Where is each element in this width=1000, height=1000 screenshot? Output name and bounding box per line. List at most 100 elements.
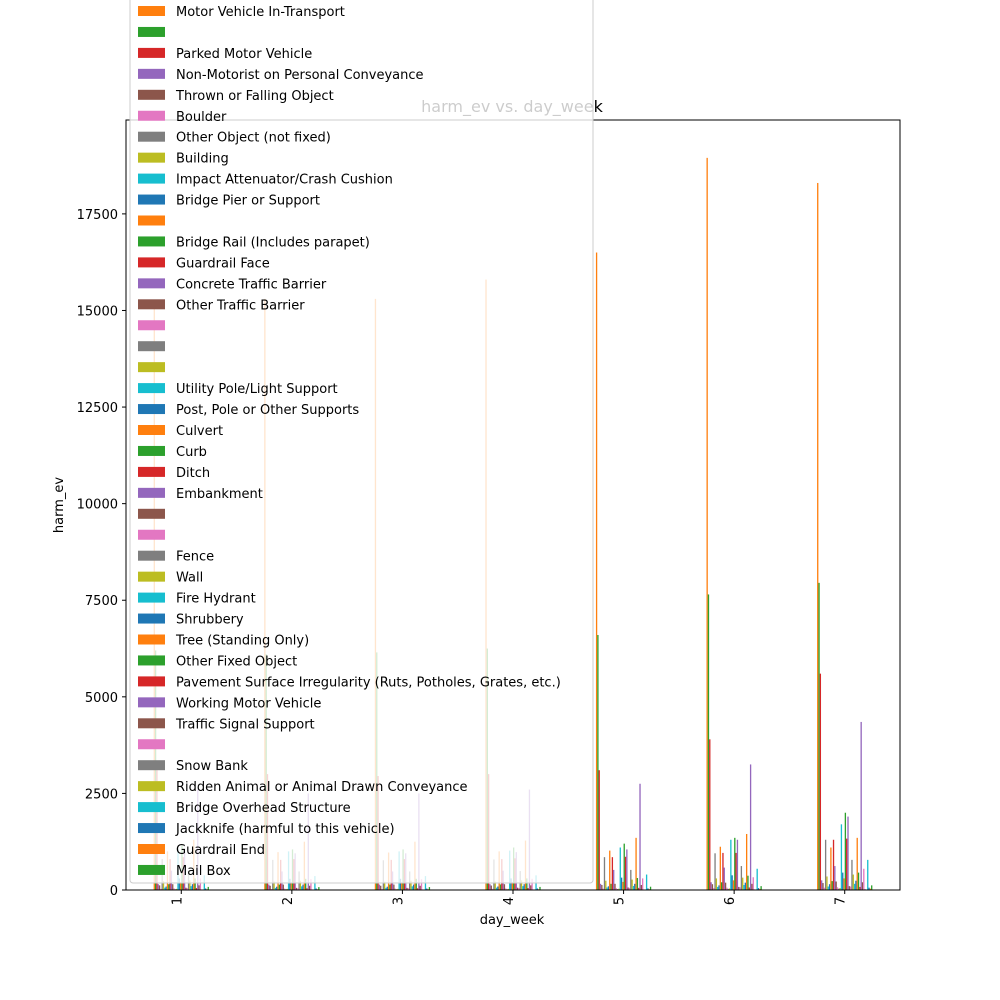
- bar: [619, 847, 621, 890]
- bar: [308, 885, 311, 890]
- bar: [199, 878, 202, 890]
- legend-swatch: [138, 425, 165, 435]
- bar: [869, 888, 872, 890]
- legend-label: Jackknife (harmful to this vehicle): [175, 822, 395, 837]
- bar: [410, 880, 412, 890]
- bar: [724, 882, 727, 890]
- bar: [518, 888, 520, 890]
- bar: [489, 884, 491, 890]
- legend-label: Bridge Pier or Support: [176, 194, 320, 209]
- bar: [715, 878, 718, 890]
- bar: [628, 887, 631, 890]
- bar: [706, 157, 708, 890]
- bar: [318, 887, 320, 890]
- y-tick-label: 7500: [85, 594, 118, 609]
- bar: [380, 885, 382, 890]
- bar: [727, 888, 729, 890]
- bar: [306, 888, 308, 890]
- bar: [642, 878, 644, 890]
- bar: [384, 881, 386, 890]
- legend-label: Guardrail End: [176, 843, 265, 858]
- bar: [824, 839, 827, 890]
- bar: [494, 881, 496, 890]
- bar: [871, 885, 873, 890]
- bar: [752, 877, 754, 890]
- legend-swatch: [138, 529, 165, 540]
- bar: [856, 837, 858, 890]
- bar: [609, 850, 611, 890]
- bar: [164, 887, 166, 890]
- bar: [415, 878, 417, 890]
- bar: [601, 884, 603, 890]
- bar: [836, 887, 839, 890]
- bar: [178, 878, 180, 890]
- bar: [618, 888, 620, 890]
- legend-label: Other Fixed Object: [176, 654, 297, 669]
- legend-swatch: [138, 26, 165, 37]
- legend-swatch: [138, 445, 165, 456]
- bar: [606, 887, 608, 890]
- legend-label: Working Motor Vehicle: [176, 696, 321, 711]
- bar: [406, 887, 408, 890]
- bar: [160, 888, 162, 890]
- bar: [623, 843, 625, 890]
- bar: [522, 886, 524, 890]
- bar: [718, 885, 720, 890]
- bar: [859, 886, 861, 890]
- bar: [419, 885, 421, 890]
- bar: [283, 888, 286, 890]
- bar: [844, 812, 847, 890]
- bar: [848, 886, 850, 890]
- legend-swatch: [138, 739, 165, 750]
- bar: [713, 888, 715, 890]
- bar: [286, 888, 288, 890]
- bar: [610, 883, 612, 890]
- x-tick-label: 7: [834, 897, 849, 905]
- legend-swatch: [138, 152, 165, 163]
- bar: [503, 884, 506, 890]
- bar: [412, 884, 415, 890]
- bar: [717, 886, 719, 890]
- axes: 0 2500 5000 7500 10000 12500 15000 17500 1 2 3 4 5 6 7: [77, 208, 849, 905]
- bar: [399, 878, 402, 890]
- bar: [851, 859, 853, 890]
- bar: [855, 880, 857, 890]
- bar: [861, 882, 864, 890]
- legend-swatch: [138, 110, 165, 121]
- bar: [378, 884, 381, 890]
- legend-label: Fire Hydrant: [176, 592, 256, 607]
- bar: [407, 888, 410, 890]
- bar: [520, 880, 523, 890]
- bar: [393, 884, 395, 890]
- bar: [401, 882, 403, 890]
- bar: [301, 886, 303, 890]
- bar: [742, 877, 744, 890]
- legend-swatch: [138, 655, 165, 666]
- y-tick-label: 0: [110, 884, 118, 899]
- bar: [846, 838, 848, 890]
- bar: [632, 885, 635, 890]
- bar: [278, 884, 281, 890]
- legend-swatch: [138, 802, 165, 813]
- bar: [189, 880, 191, 890]
- bar: [622, 881, 624, 890]
- bar: [834, 866, 836, 890]
- legend-swatch: [138, 676, 165, 687]
- bar: [191, 884, 194, 890]
- bar: [760, 886, 762, 890]
- x-tick-label: 2: [281, 897, 296, 905]
- bar: [289, 878, 291, 890]
- legend-swatch: [138, 299, 165, 310]
- bar: [597, 635, 599, 890]
- bar: [822, 883, 824, 890]
- legend-label: Ridden Animal or Animal Drawn Conveyance: [176, 780, 468, 795]
- legend-label: Tree (Standing Only): [175, 634, 309, 649]
- legend-box: [129, 0, 594, 884]
- bar: [302, 884, 304, 890]
- x-tick-label: 5: [613, 897, 628, 905]
- bar: [849, 886, 852, 890]
- bar: [523, 884, 525, 890]
- legend-label: Bridge Rail (Includes parapet): [176, 235, 370, 250]
- bar: [385, 887, 387, 890]
- bar: [626, 849, 628, 890]
